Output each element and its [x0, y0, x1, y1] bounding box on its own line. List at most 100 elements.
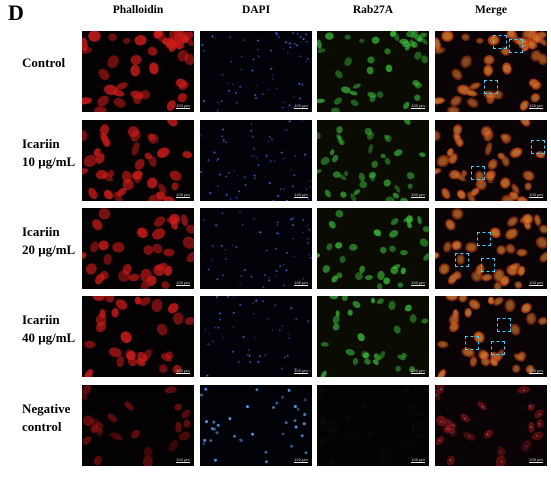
roi-box	[531, 140, 545, 154]
micrograph-image	[82, 385, 194, 466]
micrograph-icariin-20-rab27a: 100 μm	[317, 208, 429, 289]
column-header-merge: Merge	[475, 4, 507, 16]
roi-box	[484, 80, 498, 94]
micrograph-icariin-20-merge: 100 μm	[435, 208, 547, 289]
micrograph-icariin-40-phalloidin: 100 μm	[82, 296, 194, 377]
micrograph-image	[200, 385, 312, 466]
micrograph-image	[317, 296, 429, 377]
micrograph-negative-control-rab27a: 100 μm	[317, 385, 429, 466]
micrograph-control-dapi: 100 μm	[200, 31, 312, 112]
roi-box	[493, 35, 507, 49]
column-header-rab27a: Rab27A	[352, 4, 394, 16]
scale-bar-label: 100 μm	[529, 456, 543, 462]
scale-bar-label: 100 μm	[176, 456, 190, 462]
scale-bar: 100 μm	[411, 279, 425, 286]
scale-bar-line	[529, 196, 543, 198]
row-label-line: control	[22, 419, 62, 434]
scale-bar: 100 μm	[176, 456, 190, 463]
micrograph-image	[435, 120, 547, 201]
micrograph-image	[435, 385, 547, 466]
scale-bar-line	[529, 107, 543, 109]
row-label-line: 40 μg/mL	[22, 330, 76, 345]
micrograph-icariin-10-merge: 100 μm	[435, 120, 547, 201]
scale-bar-line	[529, 284, 543, 286]
scale-bar-line	[294, 196, 308, 198]
row-label-control: Control	[22, 54, 65, 72]
micrograph-control-rab27a: 100 μm	[317, 31, 429, 112]
scale-bar-line	[411, 461, 425, 463]
scale-bar-line	[176, 461, 190, 463]
micrograph-image	[200, 208, 312, 289]
micrograph-image	[435, 31, 547, 112]
scale-bar-line	[529, 461, 543, 463]
scale-bar-line	[294, 372, 308, 374]
row-label-icariin-20: Icariin 20 μg/mL	[22, 223, 75, 259]
micrograph-image	[435, 296, 547, 377]
roi-box	[471, 166, 485, 180]
micrograph-image	[200, 120, 312, 201]
scale-bar-line	[529, 372, 543, 374]
row-label-line: 10 μg/mL	[22, 154, 76, 169]
panel-letter: D	[8, 0, 24, 25]
micrograph-control-phalloidin: 100 μm	[82, 31, 194, 112]
roi-box	[509, 39, 523, 53]
micrograph-image	[317, 120, 429, 201]
scale-bar-line	[176, 284, 190, 286]
micrograph-negative-control-dapi: 100 μm	[200, 385, 312, 466]
scale-bar: 100 μm	[529, 456, 543, 463]
scale-bar: 100 μm	[529, 279, 543, 286]
scale-bar-line	[176, 372, 190, 374]
scale-bar-label: 100 μm	[411, 456, 425, 462]
scale-bar-label: 100 μm	[411, 367, 425, 373]
micrograph-icariin-40-dapi: 100 μm	[200, 296, 312, 377]
scale-bar: 100 μm	[411, 456, 425, 463]
scale-bar-label: 100 μm	[294, 102, 308, 108]
scale-bar-label: 100 μm	[294, 367, 308, 373]
scale-bar-label: 100 μm	[411, 279, 425, 285]
roi-box	[477, 232, 491, 246]
scale-bar: 100 μm	[529, 103, 543, 109]
scale-bar: 100 μm	[529, 192, 543, 198]
column-header-phalloidin: Phalloidin	[112, 4, 164, 16]
micrograph-image	[200, 31, 312, 112]
scale-bar: 100 μm	[294, 191, 308, 198]
micrograph-image	[82, 296, 194, 377]
micrograph-negative-control-merge: 100 μm	[435, 385, 547, 466]
scale-bar-label: 100 μm	[176, 279, 190, 285]
micrograph-icariin-20-phalloidin: 100 μm	[82, 208, 194, 289]
row-label-line: Icariin	[22, 224, 60, 239]
scale-bar-label: 100 μm	[529, 367, 543, 373]
micrograph-image	[317, 208, 429, 289]
roi-box	[491, 341, 505, 355]
scale-bar: 100 μm	[294, 279, 308, 286]
micrograph-image	[200, 296, 312, 377]
scale-bar-line	[411, 284, 425, 286]
row-label-line: Negative	[22, 401, 71, 416]
scale-bar-line	[176, 107, 190, 109]
row-label-line: Icariin	[22, 136, 60, 151]
micrograph-icariin-40-merge: 100 μm	[435, 296, 547, 377]
scale-bar-line	[294, 461, 308, 463]
scale-bar: 100 μm	[294, 456, 308, 463]
row-label-negative-control: Negative control	[22, 400, 70, 436]
scale-bar: 100 μm	[294, 102, 308, 109]
scale-bar-label: 100 μm	[294, 456, 308, 462]
scale-bar-line	[411, 107, 425, 109]
scale-bar: 100 μm	[411, 367, 425, 374]
scale-bar: 100 μm	[411, 103, 425, 109]
micrograph-image	[82, 31, 194, 112]
micrograph-icariin-10-phalloidin: 100 μm	[82, 120, 194, 201]
column-header-dapi: DAPI	[241, 4, 271, 16]
scale-bar: 100 μm	[176, 368, 190, 374]
micrograph-icariin-20-dapi: 100 μm	[200, 208, 312, 289]
scale-bar-line	[411, 196, 425, 198]
scale-bar-line	[411, 372, 425, 374]
roi-box	[497, 318, 511, 332]
row-label-line: 20 μg/mL	[22, 242, 76, 257]
roi-box	[481, 258, 495, 272]
scale-bar-label: 100 μm	[294, 279, 308, 285]
scale-bar-label: 100 μm	[294, 191, 308, 197]
scale-bar-label: 100 μm	[529, 279, 543, 285]
micrograph-negative-control-phalloidin: 100 μm	[82, 385, 194, 466]
